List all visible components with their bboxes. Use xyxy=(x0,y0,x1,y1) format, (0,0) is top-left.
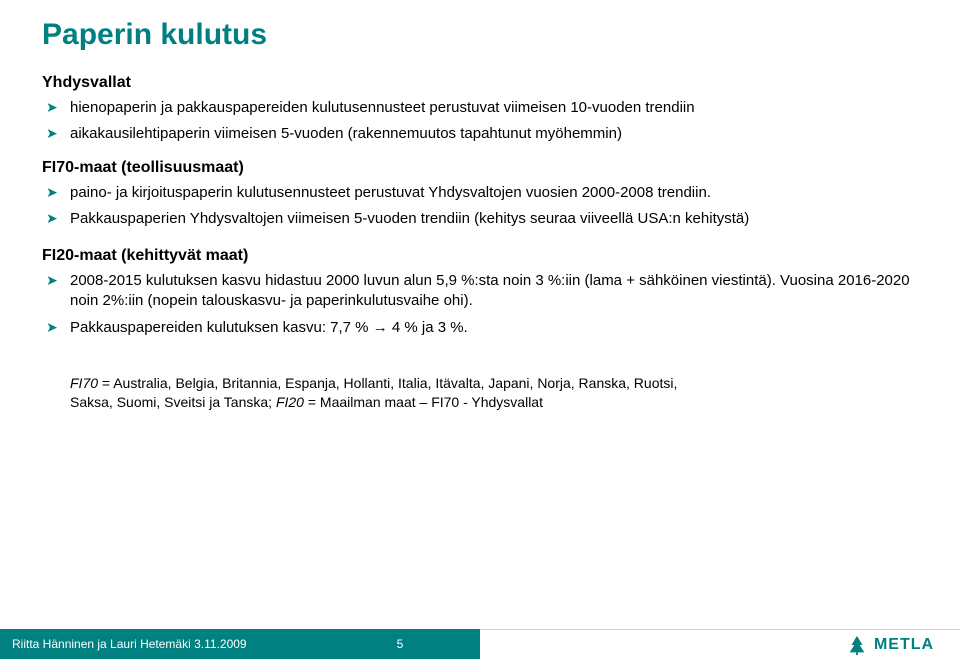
footer-page-number: 5 xyxy=(320,629,480,659)
bullet-list: hienopaperin ja pakkauspapereiden kulutu… xyxy=(42,98,918,145)
bullet-list: 2008-2015 kulutuksen kasvu hidastuu 2000… xyxy=(42,271,918,338)
tree-icon xyxy=(846,634,868,656)
footer-spacer xyxy=(480,629,820,659)
footer-logo: METLA xyxy=(820,629,960,659)
footer-credit: Riitta Hänninen ja Lauri Hetemäki 3.11.2… xyxy=(0,629,320,659)
bullet-item: aikakausilehtipaperin viimeisen 5-vuoden… xyxy=(42,124,918,144)
section-2: FI70-maat (teollisuusmaat) paino- ja kir… xyxy=(42,159,918,230)
slide-title: Paperin kulutus xyxy=(42,18,918,52)
footnote-term: FI20 xyxy=(276,394,304,410)
section-heading: FI70-maat (teollisuusmaat) xyxy=(42,159,918,177)
bullet-item: Pakkauspapereiden kulutuksen kasvu: 7,7 … xyxy=(42,318,918,338)
section-heading: FI20-maat (kehittyvät maat) xyxy=(42,247,918,265)
footnote: FI70 = Australia, Belgia, Britannia, Esp… xyxy=(42,374,918,412)
section-1: Yhdysvallat hienopaperin ja pakkauspaper… xyxy=(42,74,918,145)
footnote-text: Saksa, Suomi, Sveitsi ja Tanska; xyxy=(70,394,276,410)
bullet-list: paino- ja kirjoituspaperin kulutusennust… xyxy=(42,183,918,230)
footnote-term: FI70 xyxy=(70,375,98,391)
footnote-text: = Australia, Belgia, Britannia, Espanja,… xyxy=(98,375,677,391)
footer-bar: Riitta Hänninen ja Lauri Hetemäki 3.11.2… xyxy=(0,629,960,659)
metla-logo: METLA xyxy=(846,634,934,656)
bullet-item: hienopaperin ja pakkauspapereiden kulutu… xyxy=(42,98,918,118)
bullet-item: 2008-2015 kulutuksen kasvu hidastuu 2000… xyxy=(42,271,918,312)
slide-content: Paperin kulutus Yhdysvallat hienopaperin… xyxy=(0,0,960,412)
logo-text: METLA xyxy=(874,636,934,654)
bullet-item: Pakkauspaperien Yhdysvaltojen viimeisen … xyxy=(42,209,918,229)
bullet-item: paino- ja kirjoituspaperin kulutusennust… xyxy=(42,183,918,203)
footnote-text: = Maailman maat – FI70 - Yhdysvallat xyxy=(304,394,543,410)
section-3: FI20-maat (kehittyvät maat) 2008-2015 ku… xyxy=(42,247,918,338)
section-heading: Yhdysvallat xyxy=(42,74,918,92)
